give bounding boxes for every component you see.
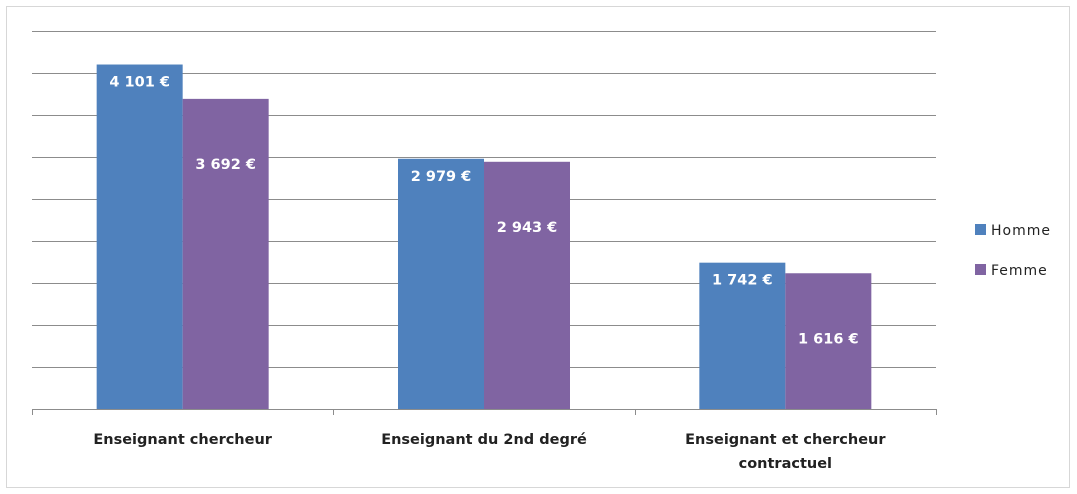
data-label: 3 692 €	[195, 157, 256, 173]
legend-label-homme: Homme	[991, 223, 1051, 239]
bar-femme	[182, 98, 269, 409]
bar-homme	[398, 158, 484, 409]
data-label: 2 979 €	[411, 169, 472, 185]
category-label: Enseignant du 2nd degré	[381, 432, 587, 448]
bar-homme	[96, 64, 183, 410]
legend-swatch-femme	[975, 264, 986, 275]
category-label: Enseignant et chercheur	[685, 432, 886, 448]
bar-femme	[484, 161, 570, 409]
data-label: 1 616 €	[798, 331, 859, 347]
data-label: 1 742 €	[712, 273, 773, 289]
data-label: 2 943 €	[497, 220, 558, 236]
data-label: 4 101 €	[109, 75, 170, 91]
x-axis: Enseignant chercheur Enseignant du 2nd de…	[32, 409, 937, 472]
legend-swatch-homme	[975, 224, 986, 235]
bar-femme	[785, 273, 872, 409]
legend-label-femme: Femme	[991, 263, 1048, 279]
category-label: contractuel	[739, 456, 832, 472]
category-label: Enseignant chercheur	[93, 432, 272, 448]
bar-homme	[699, 262, 786, 409]
bars: 4 101 € 2 979 € 1 742 € 3 692 € 2 943 € 1 616…	[96, 64, 872, 410]
legend: Homme Femme	[975, 223, 1051, 279]
